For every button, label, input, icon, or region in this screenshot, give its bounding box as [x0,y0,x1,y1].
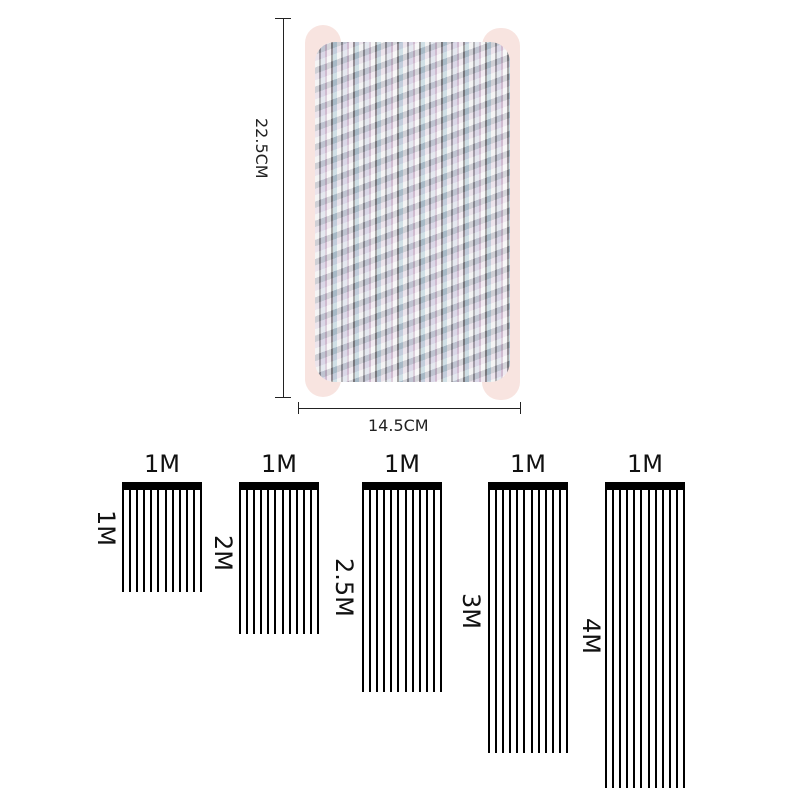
fringe-header-bar [605,482,685,490]
fringe-diagram [488,482,568,753]
fringe-strand [390,490,393,692]
fringe-diagram [122,482,202,592]
fringe-strand [164,490,167,592]
fringe-strand [185,490,188,592]
fringe-width-label: 1M [510,450,546,478]
fringe-strand [317,490,319,634]
fringe-strand [253,490,256,634]
fringe-strand [122,490,124,592]
fringe-strand [647,490,650,788]
height-tick-bottom [275,397,291,398]
fringe-strand [566,490,568,753]
fringe-strand [661,490,664,788]
fringe-strand [523,490,526,753]
width-dimension-line [298,408,520,409]
fringe-strand [171,490,174,592]
fringe-strand [516,490,519,753]
fringe-strand [537,490,540,753]
fringe-strand [411,490,414,692]
fringe-strand [640,490,643,788]
fringe-strand [260,490,263,634]
fringe-strand [383,490,386,692]
fringe-strand [509,490,512,753]
fringe-strand [544,490,547,753]
fringe-header-bar [362,482,442,490]
fringe-strand [397,490,400,692]
fringe-length-label: 2.5M [330,558,358,617]
fringe-strand [404,490,407,692]
fringe-strand [157,490,160,592]
fringe-strand [633,490,636,788]
fringe-header-bar [122,482,202,490]
height-label: 22.5CM [252,118,271,179]
fringe-width-label: 1M [627,450,663,478]
fringe-strand [150,490,153,592]
fringe-strand [683,490,685,788]
fringe-strand [281,490,284,634]
fringe-strand [654,490,657,788]
fringe-strand [246,490,249,634]
fringe-length-label: 2M [209,535,237,571]
fringe-strand [668,490,671,788]
fringe-strand [558,490,561,753]
fringe-strand [488,490,490,753]
fringe-strand [605,490,607,788]
fringe-strand [274,490,277,634]
fringe-strand [295,490,298,634]
foil-curtain-package-photo [315,42,510,382]
fringe-strand [200,490,202,592]
fringe-strand [551,490,554,753]
height-tick-top [275,18,291,19]
fringe-strand [309,490,312,634]
fringe-strand [302,490,305,634]
fringe-length-label: 4M [577,618,605,654]
width-label: 14.5CM [368,416,429,435]
height-dimension-line [283,18,284,398]
width-tick-right [520,402,521,414]
fringe-strand [239,490,241,634]
fringe-strand [432,490,435,692]
fringe-strand [376,490,379,692]
fringe-strand [530,490,533,753]
fringe-diagram [362,482,442,692]
fringe-strand [502,490,505,753]
fringe-strand [369,490,372,692]
fringe-strand [626,490,629,788]
fringe-header-bar [488,482,568,490]
foil-sheen [315,42,510,382]
width-tick-left [298,402,299,414]
fringe-strand [440,490,442,692]
fringe-length-label: 3M [457,593,485,629]
fringe-strand [362,490,364,692]
fringe-strand [612,490,615,788]
fringe-width-label: 1M [384,450,420,478]
fringe-diagram [239,482,319,634]
fringe-strand [418,490,421,692]
fringe-strand [192,490,195,592]
fringe-strand [288,490,291,634]
fringe-strand [675,490,678,788]
fringe-header-bar [239,482,319,490]
fringe-width-label: 1M [261,450,297,478]
fringe-strand [143,490,146,592]
fringe-strand [178,490,181,592]
fringe-length-label: 1M [92,510,120,546]
fringe-strand [495,490,498,753]
fringe-strand [619,490,622,788]
fringe-strand [267,490,270,634]
fringe-diagram [605,482,685,788]
fringe-width-label: 1M [144,450,180,478]
fringe-strand [425,490,428,692]
fringe-strand [129,490,132,592]
fringe-strand [136,490,139,592]
